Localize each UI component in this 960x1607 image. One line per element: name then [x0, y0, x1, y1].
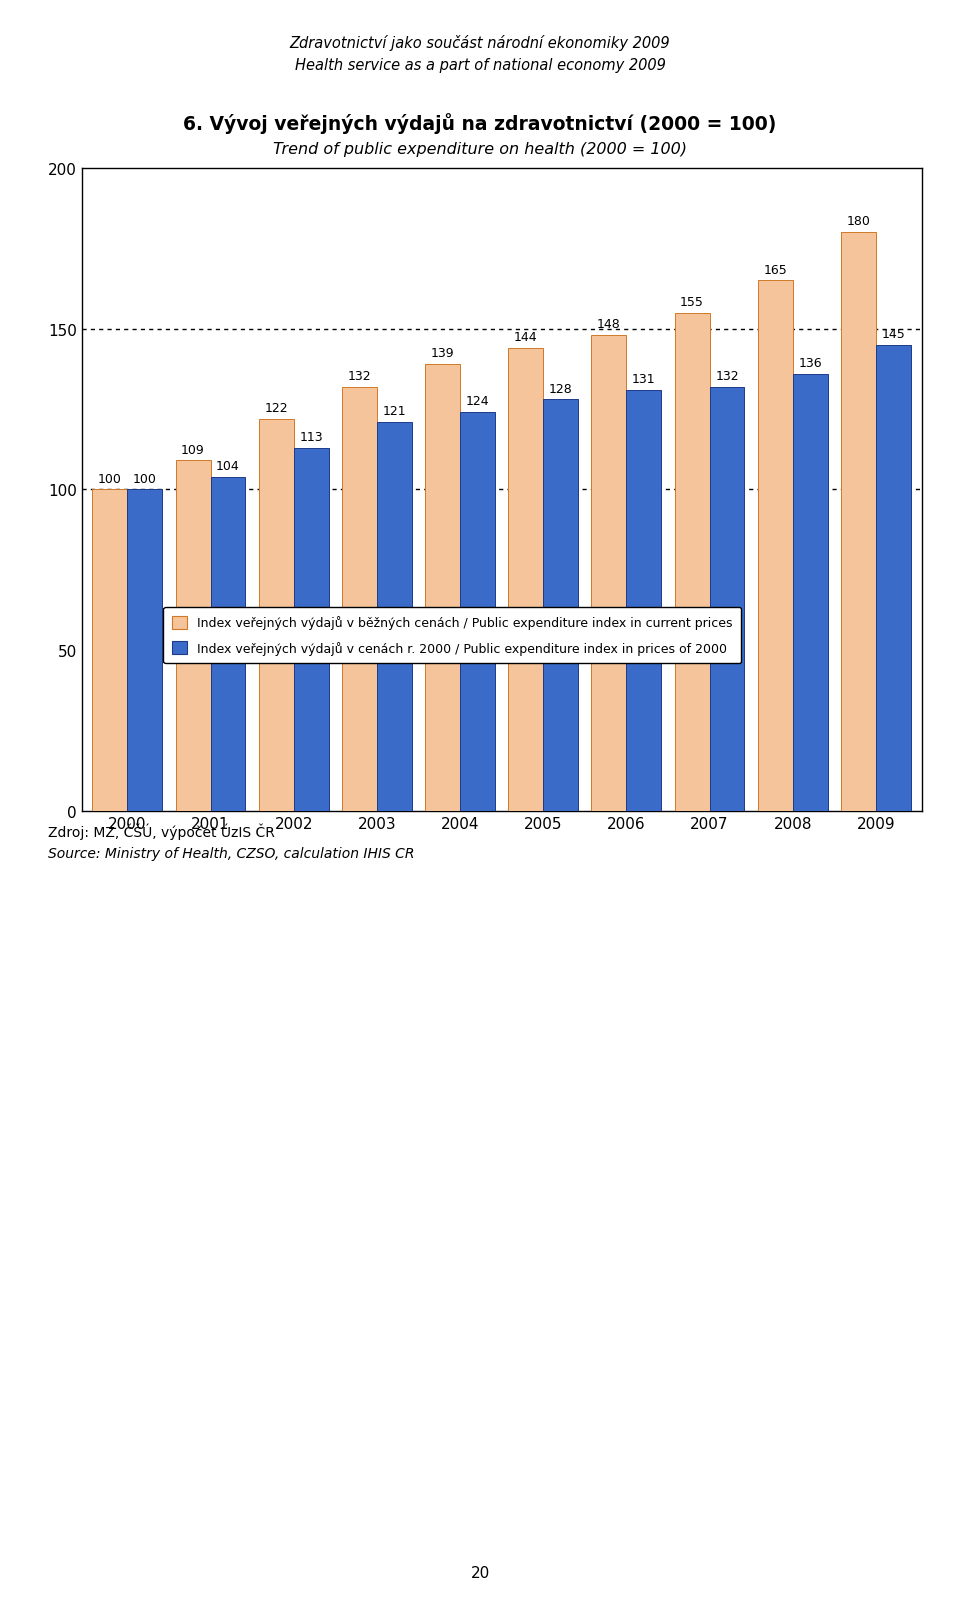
Text: 165: 165 [763, 264, 787, 276]
Text: Zdroj: MZ, ČŠÚ, výpočet ÚzIS ČR: Zdroj: MZ, ČŠÚ, výpočet ÚzIS ČR [48, 823, 275, 839]
Bar [210, 477, 246, 812]
Bar [128, 490, 162, 812]
Bar [176, 461, 210, 812]
Bar [876, 346, 911, 812]
Text: 100: 100 [98, 472, 122, 485]
Bar [425, 365, 460, 812]
Text: 121: 121 [382, 405, 406, 418]
Text: 124: 124 [466, 395, 490, 408]
Text: 6. Vývoj veřejných výdajů na zdravotnictví (2000 = 100): 6. Vývoj veřejných výdajů na zdravotnict… [183, 112, 777, 133]
Bar [294, 448, 328, 812]
Text: 145: 145 [881, 328, 905, 341]
Text: 109: 109 [181, 444, 204, 456]
Bar [543, 400, 578, 812]
Bar [259, 419, 294, 812]
Bar [342, 387, 377, 812]
Text: 132: 132 [348, 370, 372, 382]
Text: 139: 139 [431, 347, 454, 360]
Text: 20: 20 [470, 1565, 490, 1580]
Text: 131: 131 [632, 373, 656, 386]
Text: 128: 128 [549, 382, 572, 395]
Text: Zdravotnictví jako součást národní ekonomiky 2009: Zdravotnictví jako součást národní ekono… [290, 35, 670, 51]
Text: 122: 122 [264, 402, 288, 415]
Text: 104: 104 [216, 460, 240, 472]
Text: Health service as a part of national economy 2009: Health service as a part of national eco… [295, 58, 665, 72]
Bar [508, 349, 543, 812]
Text: Source: Ministry of Health, CZSO, calculation IHIS CR: Source: Ministry of Health, CZSO, calcul… [48, 847, 415, 861]
Bar [709, 387, 744, 812]
Bar [460, 413, 495, 812]
Text: Trend of public expenditure on health (2000 = 100): Trend of public expenditure on health (2… [273, 141, 687, 156]
Text: 144: 144 [514, 331, 538, 344]
Bar [626, 391, 661, 812]
Bar [841, 233, 876, 812]
Text: 100: 100 [132, 472, 156, 485]
Text: 136: 136 [799, 357, 822, 370]
Bar [675, 313, 709, 812]
Text: 148: 148 [597, 318, 621, 331]
Bar [757, 281, 793, 812]
Bar [377, 423, 412, 812]
Bar [793, 374, 828, 812]
Text: 155: 155 [680, 296, 704, 309]
Legend: Index veřejných výdajů v běžných cenách / Public expenditure index in current pr: Index veřejných výdajů v běžných cenách … [163, 607, 741, 664]
Text: 113: 113 [300, 431, 323, 444]
Bar [92, 490, 128, 812]
Text: 180: 180 [847, 215, 871, 228]
Bar [591, 336, 626, 812]
Text: 132: 132 [715, 370, 739, 382]
